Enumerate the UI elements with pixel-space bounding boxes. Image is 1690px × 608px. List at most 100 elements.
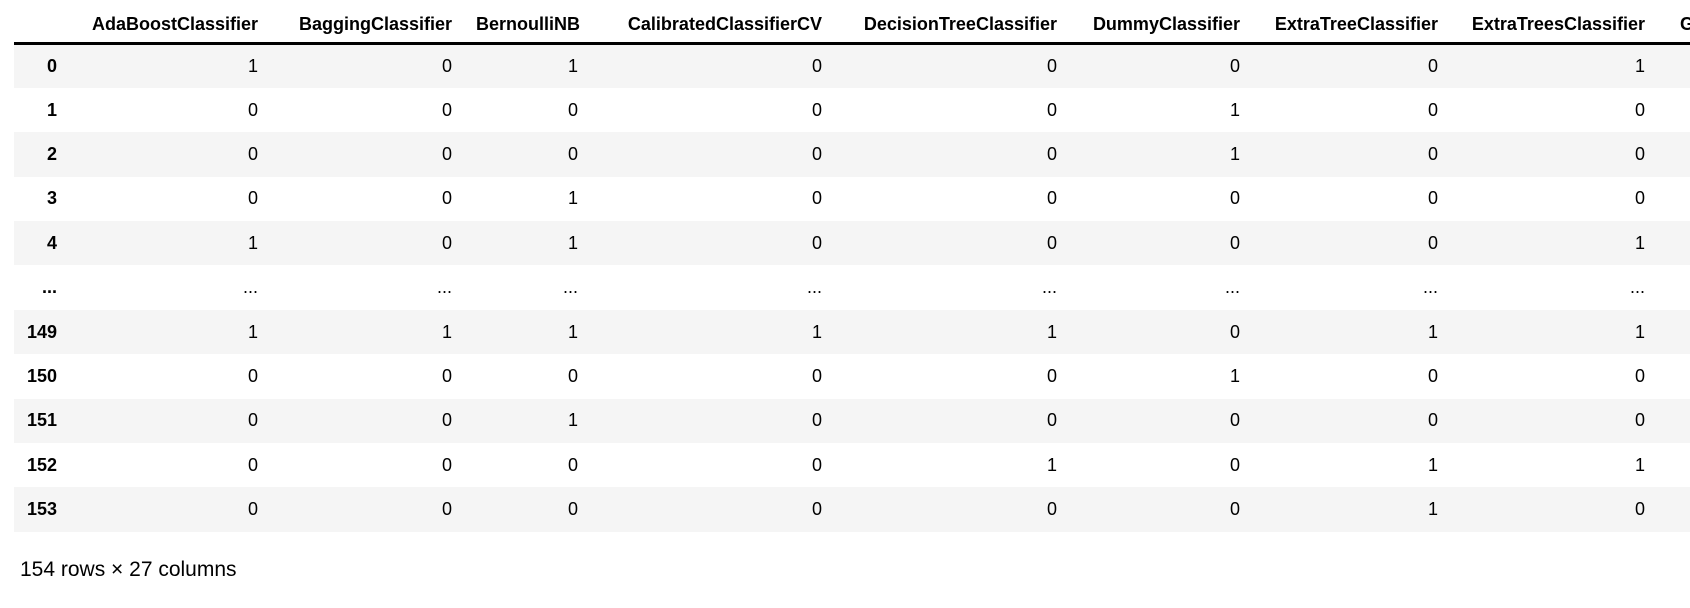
cell-clipped — [1657, 310, 1690, 354]
cell-clipped — [1657, 399, 1690, 443]
table-row: 2 0 0 0 0 0 1 0 0 — [14, 132, 1690, 177]
cell: 0 — [567, 143, 578, 164]
column-header-AdaBoostClassifier: AdaBoostClassifier — [69, 8, 270, 45]
cell: 0 — [1046, 499, 1057, 520]
cell-clipped — [1657, 221, 1690, 265]
row-index: 1 — [46, 99, 57, 120]
cell: 0 — [1427, 99, 1438, 120]
cell: 0 — [567, 499, 578, 520]
cell: 0 — [441, 410, 452, 431]
cell: 0 — [1046, 365, 1057, 386]
cell: 0 — [441, 365, 452, 386]
cell: 1 — [567, 321, 578, 342]
cell: 0 — [1427, 410, 1438, 431]
cell: 0 — [1634, 143, 1645, 164]
cell: 0 — [441, 188, 452, 209]
cell: 0 — [1229, 410, 1240, 431]
cell: 0 — [1427, 365, 1438, 386]
row-index: 2 — [46, 143, 57, 164]
cell: 0 — [1634, 99, 1645, 120]
cell: 1 — [567, 410, 578, 431]
cell: ... — [1422, 277, 1438, 298]
cell-clipped — [1657, 443, 1690, 487]
cell: 0 — [811, 365, 822, 386]
row-index: 4 — [46, 232, 57, 253]
cell: 0 — [1427, 188, 1438, 209]
cell: 1 — [567, 232, 578, 253]
cell: 0 — [567, 99, 578, 120]
cell: 0 — [1046, 143, 1057, 164]
column-header-partial: G — [1657, 8, 1690, 45]
cell: 0 — [1046, 410, 1057, 431]
cell: 0 — [1046, 188, 1057, 209]
cell: 1 — [247, 55, 258, 76]
dataframe-table: AdaBoostClassifier BaggingClassifier Berno… — [14, 8, 1690, 532]
cell: 1 — [1229, 99, 1240, 120]
row-index: 150 — [26, 365, 57, 386]
cell-clipped — [1657, 487, 1690, 531]
table-row: ........................... — [14, 265, 1690, 309]
column-header-ExtraTreesClassifier: ExtraTreesClassifier — [1450, 8, 1657, 45]
column-header-CalibratedClassifierCV: CalibratedClassifierCV — [590, 8, 834, 45]
cell: 1 — [1634, 232, 1645, 253]
cell: 0 — [811, 410, 822, 431]
cell: 0 — [567, 454, 578, 475]
cell-clipped — [1657, 132, 1690, 176]
cell: 0 — [1229, 188, 1240, 209]
cell: 0 — [811, 55, 822, 76]
cell: 0 — [1229, 499, 1240, 520]
cell: 1 — [1427, 499, 1438, 520]
cell: 0 — [1427, 143, 1438, 164]
cell-clipped — [1657, 44, 1690, 88]
cell: 0 — [811, 499, 822, 520]
cell: 0 — [1634, 365, 1645, 386]
cell: 0 — [567, 365, 578, 386]
cell: 0 — [247, 454, 258, 475]
cell: 0 — [1634, 188, 1645, 209]
cell: 1 — [1229, 143, 1240, 164]
row-index: 149 — [26, 321, 57, 342]
cell: 0 — [247, 499, 258, 520]
cell: 1 — [1046, 321, 1057, 342]
table-header: AdaBoostClassifier BaggingClassifier Berno… — [14, 8, 1690, 45]
cell: 0 — [1427, 55, 1438, 76]
cell: 0 — [1046, 232, 1057, 253]
cell: 0 — [441, 232, 452, 253]
cell: 1 — [567, 55, 578, 76]
cell: ... — [1224, 277, 1240, 298]
table-row: 151 0 0 1 0 0 0 0 0 — [14, 398, 1690, 444]
column-header-DecisionTreeClassifier: DecisionTreeClassifier — [834, 8, 1069, 45]
cell: 0 — [247, 188, 258, 209]
cell-clipped — [1657, 354, 1690, 398]
cell: 1 — [1634, 55, 1645, 76]
cell: 0 — [1634, 499, 1645, 520]
table-row: 149 1 1 1 1 1 0 1 1 — [14, 309, 1690, 355]
row-index: 151 — [26, 410, 57, 431]
cell: 1 — [1634, 321, 1645, 342]
cell: 1 — [1634, 454, 1645, 475]
table-row: 153 0 0 0 0 0 0 1 0 — [14, 487, 1690, 532]
row-index: 152 — [26, 454, 57, 475]
cell: ... — [562, 277, 578, 298]
cell: 0 — [1634, 410, 1645, 431]
cell-clipped — [1657, 265, 1690, 309]
cell: 0 — [811, 454, 822, 475]
column-header-DummyClassifier: DummyClassifier — [1069, 8, 1252, 45]
cell-clipped — [1657, 88, 1690, 132]
cell: 0 — [247, 365, 258, 386]
header-row: AdaBoostClassifier BaggingClassifier Berno… — [14, 8, 1690, 45]
cell: 1 — [247, 232, 258, 253]
cell: 0 — [441, 143, 452, 164]
cell: 0 — [1046, 55, 1057, 76]
cell: 0 — [441, 499, 452, 520]
cell: 1 — [1046, 454, 1057, 475]
cell: ... — [436, 277, 452, 298]
table-row: 0 1 0 1 0 0 0 0 1 — [14, 43, 1690, 88]
table-row: 3 0 0 1 0 0 0 0 0 — [14, 177, 1690, 221]
cell: 0 — [247, 143, 258, 164]
cell: 0 — [1229, 454, 1240, 475]
cell-clipped — [1657, 177, 1690, 221]
cell: 0 — [1427, 232, 1438, 253]
